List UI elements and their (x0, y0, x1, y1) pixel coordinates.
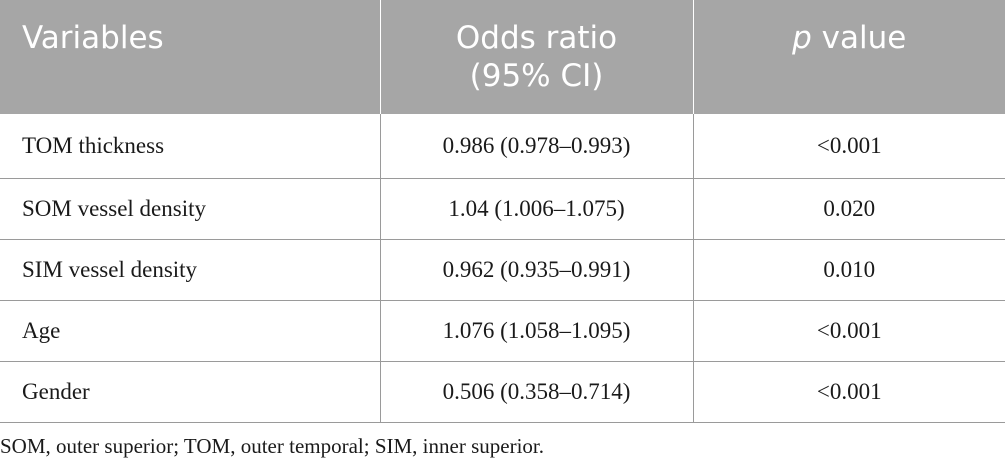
table-row: TOM thickness 0.986 (0.978–0.993) <0.001 (0, 114, 1005, 179)
table-footnote: SOM, outer superior; TOM, outer temporal… (0, 434, 544, 458)
cell-odds-ratio: 1.076 (1.058–1.095) (380, 300, 694, 362)
cell-variable: Age (0, 300, 381, 362)
cell-odds-ratio: 0.986 (0.978–0.993) (380, 114, 694, 179)
header-p-italic: p (792, 20, 812, 56)
cell-odds-ratio: 0.962 (0.935–0.991) (380, 239, 694, 301)
header-odds-ratio-line2: (95% CI) (469, 58, 604, 94)
cell-odds-ratio: 1.04 (1.006–1.075) (380, 178, 694, 240)
cell-p-value: 0.020 (693, 178, 1005, 240)
results-table-container: Variables Odds ratio (95% CI) p value TO… (0, 0, 1005, 423)
header-variables: Variables (0, 0, 381, 114)
cell-variable: SOM vessel density (0, 178, 381, 240)
cell-variable: Gender (0, 361, 381, 423)
table-row: Gender 0.506 (0.358–0.714) <0.001 (0, 361, 1005, 423)
header-p-rest: value (811, 20, 907, 56)
cell-p-value: 0.010 (693, 239, 1005, 301)
table-row: SIM vessel density 0.962 (0.935–0.991) 0… (0, 239, 1005, 301)
cell-p-value: <0.001 (693, 300, 1005, 362)
cell-odds-ratio: 0.506 (0.358–0.714) (380, 361, 694, 423)
header-odds-ratio-line1: Odds ratio (455, 20, 618, 56)
cell-p-value: <0.001 (693, 114, 1005, 179)
header-p-value: p value (693, 0, 1005, 114)
cell-p-value: <0.001 (693, 361, 1005, 423)
header-variables-label: Variables (22, 20, 164, 56)
table-row: Age 1.076 (1.058–1.095) <0.001 (0, 300, 1005, 362)
table-body: TOM thickness 0.986 (0.978–0.993) <0.001… (0, 114, 1005, 423)
table-header: Variables Odds ratio (95% CI) p value (0, 0, 1005, 114)
table-row: SOM vessel density 1.04 (1.006–1.075) 0.… (0, 178, 1005, 240)
header-odds-ratio: Odds ratio (95% CI) (380, 0, 694, 114)
cell-variable: TOM thickness (0, 114, 381, 179)
header-row: Variables Odds ratio (95% CI) p value (0, 0, 1005, 114)
cell-variable: SIM vessel density (0, 239, 381, 301)
odds-ratio-table: Variables Odds ratio (95% CI) p value TO… (0, 0, 1005, 423)
